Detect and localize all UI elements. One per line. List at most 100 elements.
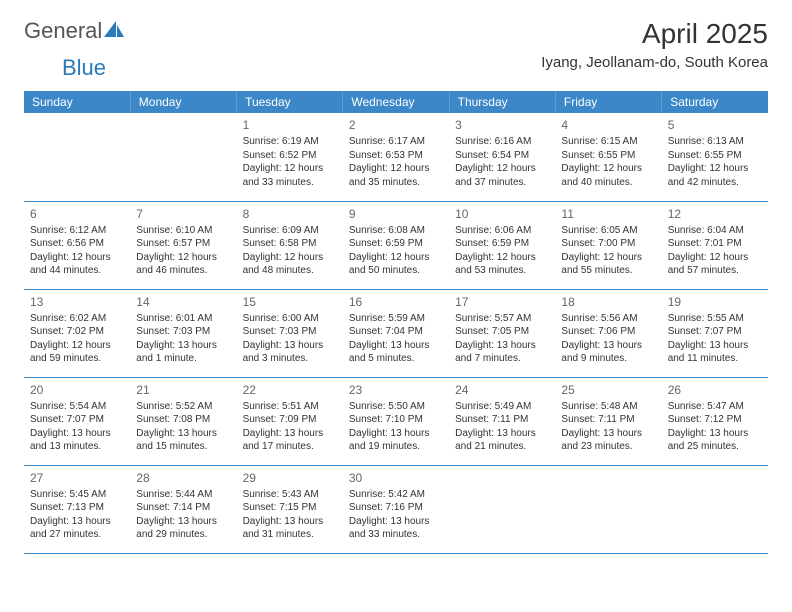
sunrise-text: Sunrise: 5:45 AM (30, 488, 124, 502)
daylight-text: Daylight: 12 hours (668, 251, 762, 265)
daylight-text: and 40 minutes. (561, 176, 655, 190)
calendar-row: 27Sunrise: 5:45 AMSunset: 7:13 PMDayligh… (24, 465, 768, 553)
sunrise-text: Sunrise: 5:57 AM (455, 312, 549, 326)
sunset-text: Sunset: 7:01 PM (668, 237, 762, 251)
calendar-cell: 12Sunrise: 6:04 AMSunset: 7:01 PMDayligh… (662, 201, 768, 289)
daylight-text: Daylight: 12 hours (349, 162, 443, 176)
logo: General (24, 18, 126, 44)
day-number: 15 (243, 294, 337, 310)
sunset-text: Sunset: 7:02 PM (30, 325, 124, 339)
sunset-text: Sunset: 7:04 PM (349, 325, 443, 339)
sunrise-text: Sunrise: 5:42 AM (349, 488, 443, 502)
day-number: 7 (136, 206, 230, 222)
logo-sail-icon (104, 21, 124, 42)
calendar-cell (555, 465, 661, 553)
daylight-text: and 27 minutes. (30, 528, 124, 542)
daylight-text: Daylight: 13 hours (349, 427, 443, 441)
daylight-text: and 55 minutes. (561, 264, 655, 278)
day-number: 6 (30, 206, 124, 222)
day-number: 18 (561, 294, 655, 310)
daylight-text: and 1 minute. (136, 352, 230, 366)
calendar-cell: 2Sunrise: 6:17 AMSunset: 6:53 PMDaylight… (343, 113, 449, 201)
sunset-text: Sunset: 7:14 PM (136, 501, 230, 515)
daylight-text: and 44 minutes. (30, 264, 124, 278)
calendar-row: 13Sunrise: 6:02 AMSunset: 7:02 PMDayligh… (24, 289, 768, 377)
sunset-text: Sunset: 7:07 PM (30, 413, 124, 427)
sunset-text: Sunset: 7:16 PM (349, 501, 443, 515)
daylight-text: Daylight: 13 hours (243, 515, 337, 529)
calendar-cell: 1Sunrise: 6:19 AMSunset: 6:52 PMDaylight… (237, 113, 343, 201)
calendar-cell: 20Sunrise: 5:54 AMSunset: 7:07 PMDayligh… (24, 377, 130, 465)
daylight-text: Daylight: 12 hours (136, 251, 230, 265)
calendar-cell: 13Sunrise: 6:02 AMSunset: 7:02 PMDayligh… (24, 289, 130, 377)
sunrise-text: Sunrise: 5:43 AM (243, 488, 337, 502)
calendar-row: 20Sunrise: 5:54 AMSunset: 7:07 PMDayligh… (24, 377, 768, 465)
daylight-text: and 48 minutes. (243, 264, 337, 278)
daylight-text: and 5 minutes. (349, 352, 443, 366)
sunset-text: Sunset: 7:00 PM (561, 237, 655, 251)
sunrise-text: Sunrise: 6:12 AM (30, 224, 124, 238)
calendar-row: 6Sunrise: 6:12 AMSunset: 6:56 PMDaylight… (24, 201, 768, 289)
daylight-text: Daylight: 12 hours (668, 162, 762, 176)
sunset-text: Sunset: 7:03 PM (243, 325, 337, 339)
sunrise-text: Sunrise: 5:50 AM (349, 400, 443, 414)
page-title: April 2025 (541, 18, 768, 50)
sunset-text: Sunset: 7:15 PM (243, 501, 337, 515)
daylight-text: Daylight: 12 hours (243, 251, 337, 265)
daylight-text: and 50 minutes. (349, 264, 443, 278)
day-number: 23 (349, 382, 443, 398)
daylight-text: Daylight: 13 hours (668, 427, 762, 441)
col-header: Saturday (662, 91, 768, 113)
sunset-text: Sunset: 6:58 PM (243, 237, 337, 251)
daylight-text: Daylight: 12 hours (561, 162, 655, 176)
sunset-text: Sunset: 6:59 PM (349, 237, 443, 251)
daylight-text: Daylight: 13 hours (136, 339, 230, 353)
daylight-text: Daylight: 12 hours (561, 251, 655, 265)
calendar-cell: 5Sunrise: 6:13 AMSunset: 6:55 PMDaylight… (662, 113, 768, 201)
day-number: 12 (668, 206, 762, 222)
day-number: 11 (561, 206, 655, 222)
sunset-text: Sunset: 7:09 PM (243, 413, 337, 427)
calendar-cell: 23Sunrise: 5:50 AMSunset: 7:10 PMDayligh… (343, 377, 449, 465)
calendar-cell: 9Sunrise: 6:08 AMSunset: 6:59 PMDaylight… (343, 201, 449, 289)
daylight-text: Daylight: 12 hours (455, 251, 549, 265)
sunset-text: Sunset: 6:57 PM (136, 237, 230, 251)
sunset-text: Sunset: 6:55 PM (668, 149, 762, 163)
sunset-text: Sunset: 7:11 PM (561, 413, 655, 427)
calendar-cell: 15Sunrise: 6:00 AMSunset: 7:03 PMDayligh… (237, 289, 343, 377)
daylight-text: and 21 minutes. (455, 440, 549, 454)
sunrise-text: Sunrise: 6:17 AM (349, 135, 443, 149)
sunset-text: Sunset: 6:52 PM (243, 149, 337, 163)
day-number: 17 (455, 294, 549, 310)
calendar-cell: 28Sunrise: 5:44 AMSunset: 7:14 PMDayligh… (130, 465, 236, 553)
sunrise-text: Sunrise: 5:49 AM (455, 400, 549, 414)
calendar-cell: 30Sunrise: 5:42 AMSunset: 7:16 PMDayligh… (343, 465, 449, 553)
location-label: Iyang, Jeollanam-do, South Korea (541, 54, 768, 71)
daylight-text: Daylight: 12 hours (455, 162, 549, 176)
daylight-text: and 35 minutes. (349, 176, 443, 190)
calendar-header-row: Sunday Monday Tuesday Wednesday Thursday… (24, 91, 768, 113)
sunrise-text: Sunrise: 5:52 AM (136, 400, 230, 414)
daylight-text: and 7 minutes. (455, 352, 549, 366)
sunrise-text: Sunrise: 5:55 AM (668, 312, 762, 326)
day-number: 13 (30, 294, 124, 310)
sunrise-text: Sunrise: 6:09 AM (243, 224, 337, 238)
calendar-table: Sunday Monday Tuesday Wednesday Thursday… (24, 91, 768, 554)
calendar-body: 1Sunrise: 6:19 AMSunset: 6:52 PMDaylight… (24, 113, 768, 553)
sunset-text: Sunset: 7:07 PM (668, 325, 762, 339)
sunrise-text: Sunrise: 5:44 AM (136, 488, 230, 502)
calendar-cell: 24Sunrise: 5:49 AMSunset: 7:11 PMDayligh… (449, 377, 555, 465)
calendar-cell: 14Sunrise: 6:01 AMSunset: 7:03 PMDayligh… (130, 289, 236, 377)
sunrise-text: Sunrise: 6:00 AM (243, 312, 337, 326)
daylight-text: Daylight: 12 hours (349, 251, 443, 265)
col-header: Tuesday (237, 91, 343, 113)
calendar-cell (449, 465, 555, 553)
daylight-text: and 31 minutes. (243, 528, 337, 542)
daylight-text: Daylight: 13 hours (455, 339, 549, 353)
sunset-text: Sunset: 6:54 PM (455, 149, 549, 163)
daylight-text: Daylight: 13 hours (30, 515, 124, 529)
calendar-cell: 21Sunrise: 5:52 AMSunset: 7:08 PMDayligh… (130, 377, 236, 465)
daylight-text: and 37 minutes. (455, 176, 549, 190)
daylight-text: and 23 minutes. (561, 440, 655, 454)
daylight-text: and 57 minutes. (668, 264, 762, 278)
